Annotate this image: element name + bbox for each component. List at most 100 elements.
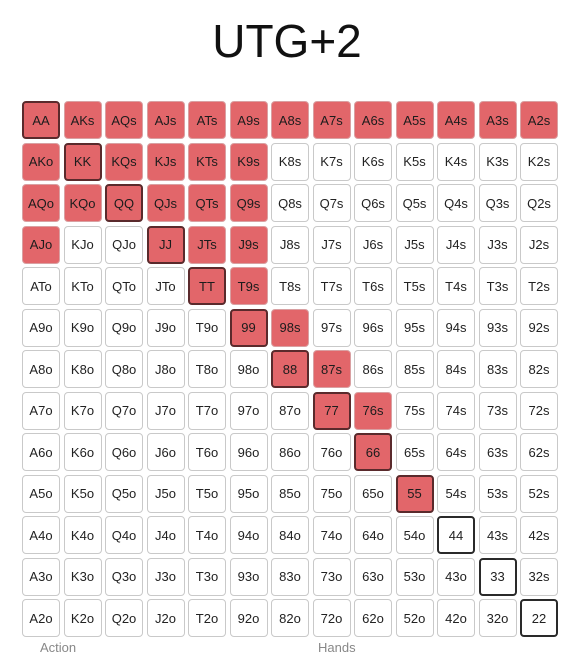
hand-cell-j3o[interactable]: J3o [146,557,185,596]
hand-cell-97o[interactable]: 97o [229,391,268,430]
hand-cell-aqs[interactable]: AQs [105,101,143,139]
hand-cell-a6o[interactable]: A6o [22,433,60,471]
hand-cell-53o[interactable]: 53o [395,557,434,596]
hand-cell-43o[interactable]: 43o [437,557,475,596]
hand-cell-95o[interactable]: 95o [229,474,268,513]
hand-cell-83o[interactable]: 83o [271,557,309,596]
hand-cell-33[interactable]: 33 [478,557,517,596]
hand-cell-54s[interactable]: 54s [437,474,475,513]
hand-cell-k9o[interactable]: K9o [63,308,102,347]
hand-cell-q3s[interactable]: Q3s [478,184,517,222]
hand-cell-97s[interactable]: 97s [312,308,351,347]
hand-cell-ats[interactable]: ATs [188,101,226,139]
hand-cell-a5o[interactable]: A5o [22,474,60,513]
hand-cell-93s[interactable]: 93s [478,308,517,347]
hand-cell-q7o[interactable]: Q7o [105,391,143,430]
hand-cell-q5s[interactable]: Q5s [395,184,434,222]
hand-cell-q2o[interactable]: Q2o [105,599,143,637]
hand-cell-q3o[interactable]: Q3o [105,557,143,596]
hand-cell-q9o[interactable]: Q9o [105,308,143,347]
hand-cell-j5o[interactable]: J5o [146,474,185,513]
hand-cell-52s[interactable]: 52s [520,474,558,513]
hand-cell-jj[interactable]: JJ [146,225,185,264]
hand-cell-a7o[interactable]: A7o [22,391,60,430]
hand-cell-22[interactable]: 22 [520,599,558,637]
hand-cell-94s[interactable]: 94s [437,308,475,347]
hand-cell-kqs[interactable]: KQs [105,142,143,181]
hand-cell-43s[interactable]: 43s [478,516,517,554]
hand-cell-42s[interactable]: 42s [520,516,558,554]
hand-cell-k5o[interactable]: K5o [63,474,102,513]
hand-cell-k3s[interactable]: K3s [478,142,517,181]
hand-cell-j9o[interactable]: J9o [146,308,185,347]
hand-cell-j6o[interactable]: J6o [146,433,185,471]
hand-cell-q2s[interactable]: Q2s [520,184,558,222]
hand-cell-a2o[interactable]: A2o [22,599,60,637]
hand-cell-98o[interactable]: 98o [229,350,268,388]
hand-cell-86s[interactable]: 86s [354,350,392,388]
hand-cell-q7s[interactable]: Q7s [312,184,351,222]
hand-cell-76o[interactable]: 76o [312,433,351,471]
hand-cell-k2o[interactable]: K2o [63,599,102,637]
hand-cell-qjs[interactable]: QJs [146,184,185,222]
hand-cell-k8o[interactable]: K8o [63,350,102,388]
hand-cell-j6s[interactable]: J6s [354,225,392,264]
hand-cell-96o[interactable]: 96o [229,433,268,471]
hand-cell-87o[interactable]: 87o [271,391,309,430]
hand-cell-kk[interactable]: KK [63,142,102,181]
hand-cell-62s[interactable]: 62s [520,433,558,471]
hand-cell-ajo[interactable]: AJo [22,225,60,264]
hand-cell-j7s[interactable]: J7s [312,225,351,264]
hand-cell-kqo[interactable]: KQo [63,184,102,222]
hand-cell-kts[interactable]: KTs [188,142,226,181]
hand-cell-aqo[interactable]: AQo [22,184,60,222]
hand-cell-44[interactable]: 44 [437,516,475,554]
hand-cell-t4s[interactable]: T4s [437,267,475,305]
hand-cell-76s[interactable]: 76s [354,391,392,430]
hand-cell-52o[interactable]: 52o [395,599,434,637]
hand-cell-t3o[interactable]: T3o [188,557,226,596]
hand-cell-k6s[interactable]: K6s [354,142,392,181]
hand-cell-q4o[interactable]: Q4o [105,516,143,554]
hand-cell-94o[interactable]: 94o [229,516,268,554]
hand-cell-82o[interactable]: 82o [271,599,309,637]
hand-cell-65o[interactable]: 65o [354,474,392,513]
hand-cell-t5o[interactable]: T5o [188,474,226,513]
hand-cell-a8o[interactable]: A8o [22,350,60,388]
hand-cell-q8o[interactable]: Q8o [105,350,143,388]
hand-cell-74o[interactable]: 74o [312,516,351,554]
hand-cell-99[interactable]: 99 [229,308,268,347]
hand-cell-t6s[interactable]: T6s [354,267,392,305]
hand-cell-k8s[interactable]: K8s [271,142,309,181]
hand-cell-t2o[interactable]: T2o [188,599,226,637]
hand-cell-55[interactable]: 55 [395,474,434,513]
hand-cell-73o[interactable]: 73o [312,557,351,596]
hand-cell-qts[interactable]: QTs [188,184,226,222]
hand-cell-q6o[interactable]: Q6o [105,433,143,471]
hand-cell-t6o[interactable]: T6o [188,433,226,471]
hand-cell-84s[interactable]: 84s [437,350,475,388]
hand-cell-k9s[interactable]: K9s [229,142,268,181]
hand-cell-a5s[interactable]: A5s [395,101,434,139]
hand-cell-73s[interactable]: 73s [478,391,517,430]
hand-cell-63o[interactable]: 63o [354,557,392,596]
hand-cell-62o[interactable]: 62o [354,599,392,637]
hand-cell-qjo[interactable]: QJo [105,225,143,264]
hand-cell-64o[interactable]: 64o [354,516,392,554]
hand-cell-t8s[interactable]: T8s [271,267,309,305]
hand-cell-95s[interactable]: 95s [395,308,434,347]
hand-cell-83s[interactable]: 83s [478,350,517,388]
hand-cell-k5s[interactable]: K5s [395,142,434,181]
hand-cell-k4o[interactable]: K4o [63,516,102,554]
hand-cell-t9o[interactable]: T9o [188,308,226,347]
hand-cell-q6s[interactable]: Q6s [354,184,392,222]
hand-cell-j2s[interactable]: J2s [520,225,558,264]
hand-cell-q8s[interactable]: Q8s [271,184,309,222]
hand-cell-k7o[interactable]: K7o [63,391,102,430]
hand-cell-k2s[interactable]: K2s [520,142,558,181]
hand-cell-ato[interactable]: ATo [22,267,60,305]
hand-cell-a9o[interactable]: A9o [22,308,60,347]
hand-cell-32s[interactable]: 32s [520,557,558,596]
hand-cell-92s[interactable]: 92s [520,308,558,347]
hand-cell-t7s[interactable]: T7s [312,267,351,305]
